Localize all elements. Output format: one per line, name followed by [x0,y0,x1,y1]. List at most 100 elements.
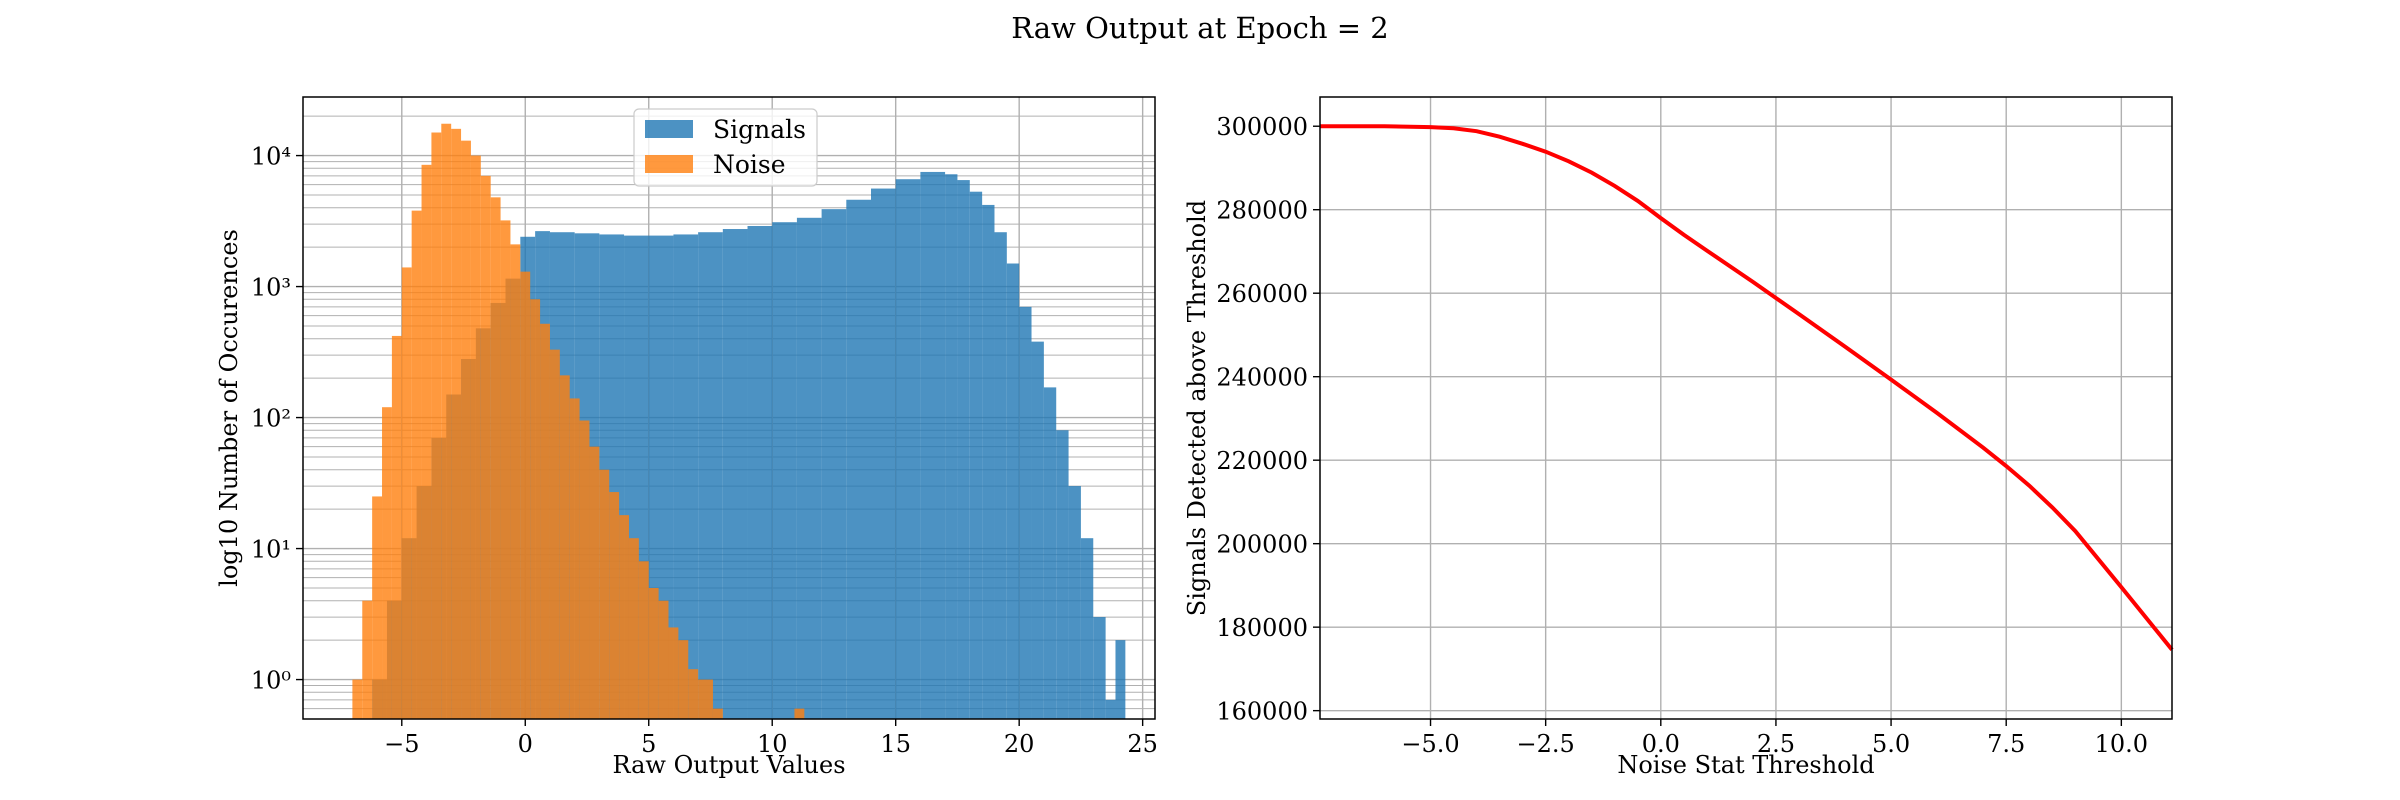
histogram-bar-signals [772,222,797,719]
histogram-bar-noise [549,349,560,719]
histogram-bar-signals [796,217,822,719]
histogram-x-axis-label: Raw Output Values [612,751,845,779]
histogram-bar-noise [411,210,422,719]
x-tick-label: −5.0 [1401,730,1459,758]
histogram-bar-noise [559,375,570,719]
histogram-bar-noise [431,132,442,719]
histogram-bar-signals [846,199,871,719]
histogram-bar-noise [658,600,669,719]
histogram-bar-noise [470,155,481,719]
histogram-bar-signals [821,209,847,719]
y-tick-label: 10² [251,405,291,433]
histogram-bar-signals [1031,341,1044,719]
histogram-legend: Signals Noise [633,108,818,187]
legend-swatch-noise [645,155,693,173]
histogram-bar-noise [451,128,462,719]
histogram-bar-noise [500,220,511,719]
histogram-y-axis-label: log10 Number of Occurences [215,229,243,587]
x-tick-label: 0 [518,730,533,758]
x-tick-label: 0.0 [1642,730,1680,758]
y-tick-label: 10⁴ [251,143,291,171]
line-chart-y-axis-label: Signals Detected above Threshold [1183,200,1211,616]
histogram-bar-signals [1105,699,1116,719]
y-tick-label: 160000 [1216,698,1308,726]
histogram-bar-signals [1068,486,1081,719]
histogram-bar-noise [569,398,580,719]
histogram-bar-signals [871,188,896,719]
histogram-bar-signals [1056,430,1069,719]
y-tick-label: 280000 [1216,197,1308,225]
histogram-bar-noise [688,669,699,719]
histogram-chart: −5 0 5 10 15 20 25 10⁰ 10¹ 10² 10³ 10⁴ Raw Output … [215,96,1158,779]
histogram-bar-noise [712,708,723,719]
y-tick-label: 260000 [1216,280,1308,308]
y-tick-label: 300000 [1216,113,1308,141]
figure-title: Raw Output at Epoch = 2 [1011,11,1389,45]
histogram-bar-noise [530,299,541,719]
histogram-bar-signals [698,232,723,720]
x-tick-label: 25 [1127,730,1158,758]
y-tick-label: 200000 [1216,531,1308,559]
histogram-bar-noise [490,197,501,719]
histogram-bar-signals [945,174,958,720]
y-tick-label: 10⁰ [251,667,291,695]
histogram-plot-frame [302,96,1156,720]
histogram-bar-signals [982,204,995,719]
legend-swatch-signals [645,120,693,138]
histogram-bar-noise [619,515,629,719]
histogram-bar-noise [362,600,373,719]
histogram-bar-noise [461,140,471,719]
x-tick-label: 2.5 [1757,730,1795,758]
histogram-bar-signals [1043,387,1057,719]
legend-label-noise: Noise [713,150,786,179]
histogram-bar-signals [895,179,921,720]
histogram-bar-noise [510,244,521,719]
histogram-bar-signals [722,229,748,719]
histogram-bar-signals [747,226,773,719]
y-tick-label: 220000 [1216,447,1308,475]
histogram-bar-noise [668,627,679,719]
histogram-bar-noise [372,496,383,719]
y-tick-label: 180000 [1216,614,1308,642]
x-tick-label: 7.5 [1987,730,2025,758]
x-tick-label: 15 [880,730,911,758]
histogram-bar-noise [648,588,659,719]
x-tick-label: 20 [1004,730,1035,758]
histogram-x-ticks: −5 0 5 10 15 20 25 [384,719,1158,758]
histogram-bar-noise [589,446,600,719]
histogram-bar-noise [638,561,649,719]
histogram-bar-noise [579,420,590,719]
histogram-bar-noise [391,335,402,719]
histogram-bar-signals [1115,640,1126,719]
y-tick-label: 240000 [1216,364,1308,392]
histogram-bar-signals [1093,617,1106,719]
x-tick-label: 5.0 [1872,730,1910,758]
line-chart-x-ticks: −5.0 −2.5 0.0 2.5 5.0 7.5 10.0 [1401,719,2148,758]
y-tick-label: 10³ [251,274,291,302]
histogram-bar-noise [628,538,639,719]
histogram-bar-noise [609,492,620,719]
histogram-bar-noise [441,123,452,719]
signals-detected-line [1320,124,2174,651]
x-tick-label: −5 [384,730,419,758]
histogram-bar-signals [1006,263,1020,719]
histogram-bar-noise [352,679,363,719]
line-chart-grid [1320,97,2172,719]
histogram-bar-signals [1080,538,1094,719]
x-tick-label: 10 [757,730,788,758]
line-chart-x-axis-label: Noise Stat Threshold [1617,751,1874,779]
line-chart-y-ticks: 160000 180000 200000 220000 240000 260000 2800… [1216,113,1320,726]
x-tick-label: −2.5 [1517,730,1575,758]
noise-bars [352,123,805,719]
histogram-bar-signals [1019,306,1032,719]
histogram-bar-noise [401,267,412,719]
histogram-bar-noise [382,407,392,719]
threshold-line-chart: −5.0 −2.5 0.0 2.5 5.0 7.5 10.0 160000 180000 200… [1183,96,2174,779]
histogram-bar-noise [678,640,689,719]
histogram-bar-signals [969,191,983,720]
histogram-bar-noise [540,323,550,719]
histogram-y-ticks: 10⁰ 10¹ 10² 10³ 10⁴ [251,143,303,695]
legend-label-signals: Signals [713,115,806,144]
histogram-bar-noise [794,708,805,719]
